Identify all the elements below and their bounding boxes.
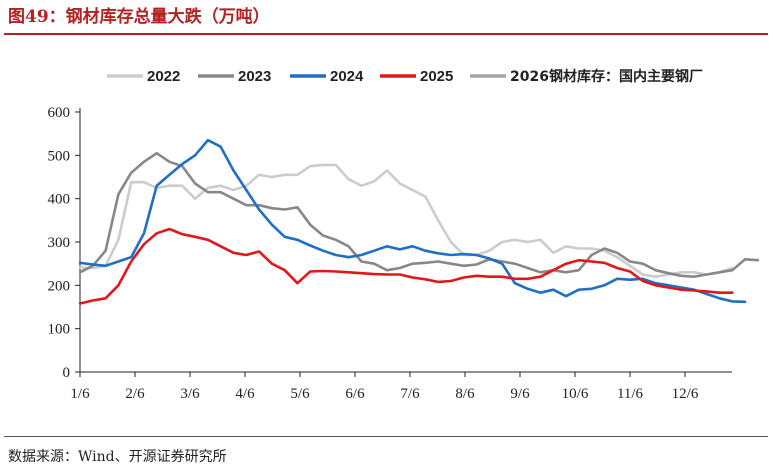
x-tick-label: 11/6 [617, 386, 644, 402]
legend-label: 2025 [420, 68, 453, 85]
title-divider [4, 33, 768, 35]
x-tick-label: 5/6 [290, 386, 310, 402]
legend-label: 2023 [238, 68, 271, 85]
x-tick-label: 6/6 [345, 386, 365, 402]
x-tick-label: 8/6 [455, 386, 475, 402]
x-tick-label: 1/6 [70, 386, 90, 402]
x-tick-label: 2/6 [125, 386, 145, 402]
legend-label: 2024 [330, 68, 364, 85]
y-tick-label: 400 [48, 192, 71, 208]
series-line-2024 [78, 138, 747, 304]
y-tick-label: 500 [48, 148, 71, 164]
x-tick-label: 4/6 [235, 386, 255, 402]
series-line-2023 [78, 151, 760, 278]
chart-axes: 0 100 200 300 400 500 600 1/6 2/6 3/6 4/6 5/6 6/6 7/6… [48, 105, 732, 402]
series-line-2022 [78, 163, 734, 278]
x-tick-label: 10/6 [562, 386, 589, 402]
chart-legend: 2022 2023 2024 2025 2026钢材库存：国内主要钢厂 [107, 68, 703, 85]
y-tick-label: 600 [48, 105, 71, 121]
series-line-2025 [78, 227, 734, 305]
x-tick-label: 3/6 [180, 386, 200, 402]
y-tick-label: 0 [63, 365, 71, 381]
source-divider [4, 436, 768, 437]
x-tick-label: 12/6 [672, 386, 699, 402]
x-tick-label: 9/6 [510, 386, 530, 402]
legend-label: 2022 [147, 68, 180, 85]
y-tick-label: 200 [48, 278, 71, 294]
y-tick-label: 100 [48, 322, 71, 338]
figure-title: 图49：钢材库存总量大跌（万吨） [8, 7, 270, 27]
x-tick-label: 7/6 [400, 386, 420, 402]
chart-series [78, 138, 760, 305]
legend-label: 2026钢材库存：国内主要钢厂 [510, 68, 703, 85]
y-tick-label: 300 [48, 235, 71, 251]
source-note: 数据来源：Wind、开源证券研究所 [8, 449, 227, 465]
